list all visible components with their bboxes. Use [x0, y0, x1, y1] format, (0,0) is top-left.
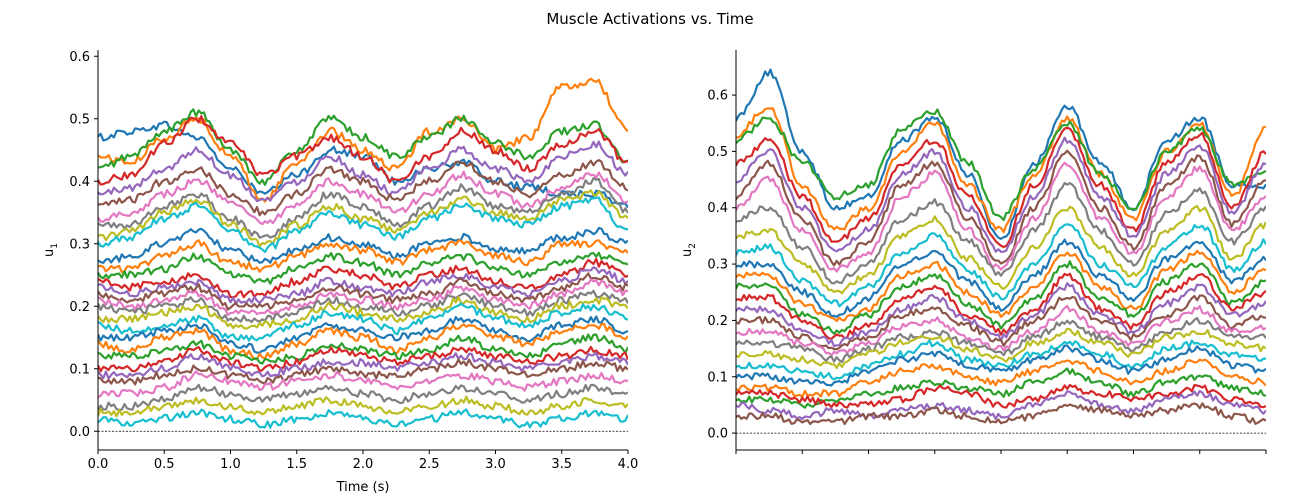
y-tick-label: 0.6: [69, 50, 90, 65]
x-tick-label: 1.0: [220, 457, 241, 472]
y-tick-label: 0.6: [707, 89, 728, 104]
series-line: [98, 158, 628, 217]
x-axis-label: Time (s): [336, 480, 390, 495]
y-axis-label-main: u: [42, 249, 57, 257]
y-tick-label: 0.2: [707, 314, 728, 329]
series-line: [98, 272, 628, 311]
series-line: [98, 170, 628, 226]
series-line: [736, 344, 1266, 387]
series-group: [98, 77, 628, 429]
series-line: [736, 161, 1266, 273]
series-line: [98, 239, 628, 274]
x-tick-label: 2.5: [419, 457, 440, 472]
series-line: [98, 322, 628, 361]
series-line: [98, 196, 628, 254]
series-line: [736, 294, 1266, 351]
x-tick-label: 2.0: [353, 457, 374, 472]
chart-panel-u1: 0.0 0.1 0.2 0.3 0.4 0.5 0.6 0.0 0.5 1.0 1.5 2.0 2.5 3…: [42, 50, 638, 495]
series-line: [98, 351, 628, 380]
y-tick-label: 0.5: [707, 145, 728, 160]
series-line: [98, 176, 628, 239]
series-line: [736, 181, 1266, 285]
y-tick-label: 0.1: [69, 362, 90, 377]
series-line: [98, 226, 628, 264]
series-line: [736, 317, 1266, 364]
series-line: [736, 304, 1266, 357]
series-line: [98, 108, 628, 186]
y-tick-label: 0.0: [707, 427, 728, 442]
x-tick-label: 3.5: [551, 457, 572, 472]
series-group: [736, 68, 1266, 426]
series-line: [736, 223, 1266, 308]
series-line: [736, 339, 1266, 381]
y-tick-label: 0.4: [69, 175, 90, 190]
series-line: [736, 383, 1266, 409]
series-line: [736, 136, 1266, 253]
series-line: [98, 383, 628, 411]
series-line: [736, 260, 1266, 335]
x-tick-label: 4.0: [618, 457, 639, 472]
series-line: [98, 395, 628, 418]
x-tick-label: 0.0: [88, 457, 109, 472]
series-line: [736, 389, 1266, 421]
series-line: [98, 358, 628, 386]
series-line: [98, 302, 628, 342]
series-line: [98, 266, 628, 305]
series-line: [98, 257, 628, 299]
series-line: [736, 204, 1266, 295]
series-line: [736, 108, 1266, 222]
x-tick-label: 0.5: [154, 457, 175, 472]
series-line: [98, 408, 628, 429]
series-line: [98, 315, 628, 354]
series-line: [736, 238, 1266, 318]
series-line: [736, 402, 1266, 426]
series-line: [98, 296, 628, 330]
series-line: [98, 251, 628, 285]
series-line: [736, 358, 1266, 398]
y-axis-label: u1: [42, 243, 60, 257]
series-line: [736, 149, 1266, 267]
series-line: [98, 333, 628, 365]
y-tick-label: 0.3: [69, 237, 90, 252]
x-tick-label: 3.0: [485, 457, 506, 472]
y-axis-label-main: u: [680, 249, 695, 257]
y-tick-label: 0.3: [707, 258, 728, 273]
y-axis-label-subscript: 2: [688, 243, 698, 249]
y-tick-label: 0.4: [707, 201, 728, 216]
series-line: [98, 370, 628, 399]
series-line: [736, 249, 1266, 323]
series-line: [98, 345, 628, 373]
series-line: [736, 327, 1266, 370]
y-tick-label: 0.0: [69, 425, 90, 440]
y-axis-label-subscript: 1: [50, 243, 60, 249]
series-line: [98, 278, 628, 317]
series-line: [98, 140, 628, 203]
y-tick-label: 0.1: [707, 370, 728, 385]
series-line: [736, 272, 1266, 340]
y-tick-label: 0.5: [69, 112, 90, 127]
chart-panel-u2: 0.0 0.1 0.2 0.3 0.4 0.5 0.6 u2: [680, 50, 1267, 454]
series-line: [736, 126, 1266, 249]
series-line: [98, 115, 628, 186]
y-tick-label: 0.2: [69, 300, 90, 315]
x-tick-label: 1.5: [286, 457, 307, 472]
series-line: [736, 68, 1266, 240]
y-axis-label: u2: [680, 243, 698, 257]
figure-title: Muscle Activations vs. Time: [546, 10, 753, 28]
series-line: [98, 189, 628, 248]
series-line: [98, 289, 628, 324]
